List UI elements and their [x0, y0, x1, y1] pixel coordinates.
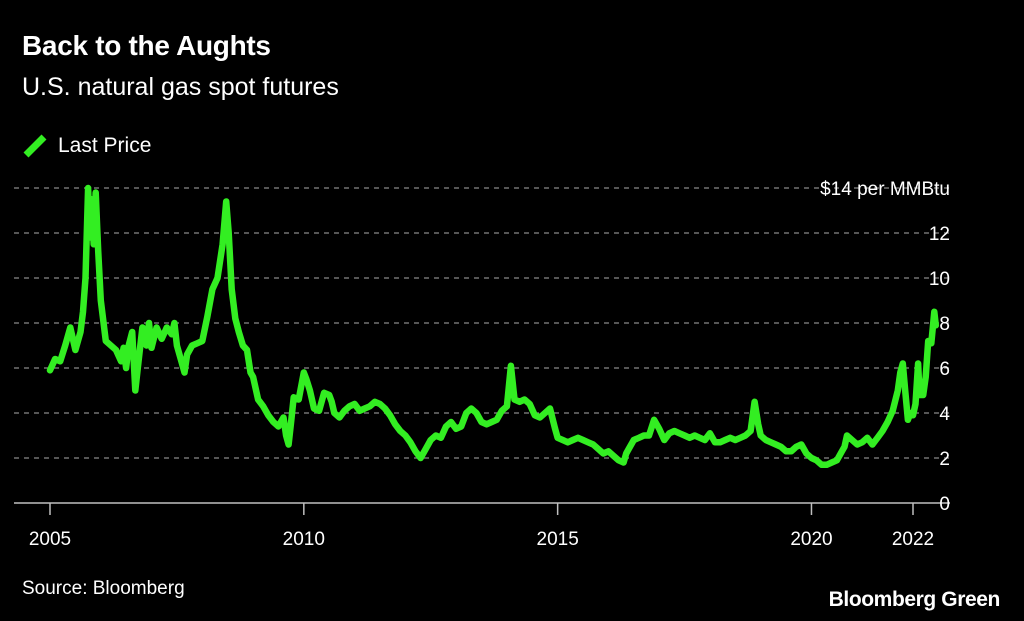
- y-tick-label-8: 8: [939, 314, 950, 335]
- gridlines: [14, 187, 950, 459]
- chart-subtitle: U.S. natural gas spot futures: [22, 73, 339, 101]
- series: [46, 184, 940, 469]
- y-tick-label-4: 4: [939, 404, 950, 425]
- series-line-last-price: [46, 184, 940, 469]
- y-tick-label-6: 6: [939, 359, 950, 380]
- y-tick-label-2: 2: [939, 449, 950, 470]
- legend-label: Last Price: [58, 134, 152, 157]
- y-tick-label-0: 0: [939, 494, 950, 515]
- x-tick-label-2022: 2022: [892, 529, 934, 550]
- legend: Last Price: [22, 133, 151, 159]
- x-axis: 2005 2010 2015 2020 2022: [14, 502, 950, 550]
- x-tick-label-2020: 2020: [790, 529, 832, 550]
- y-tick-label-14: $14 per MMBtu: [820, 179, 950, 200]
- brand-logo: Bloomberg Green: [828, 588, 1001, 611]
- y-tick-label-12: 12: [929, 224, 950, 245]
- source-note: Source: Bloomberg: [22, 578, 185, 599]
- y-axis: 0 2 4 6 8 10 12 $14 per MMBtu: [820, 179, 950, 515]
- x-tick-label-2010: 2010: [283, 529, 325, 550]
- x-tick-label-2015: 2015: [537, 529, 579, 550]
- chart-title: Back to the Aughts: [22, 30, 271, 61]
- legend-swatch-icon: [23, 134, 47, 158]
- y-tick-label-10: 10: [929, 269, 950, 290]
- x-tick-label-2005: 2005: [29, 529, 71, 550]
